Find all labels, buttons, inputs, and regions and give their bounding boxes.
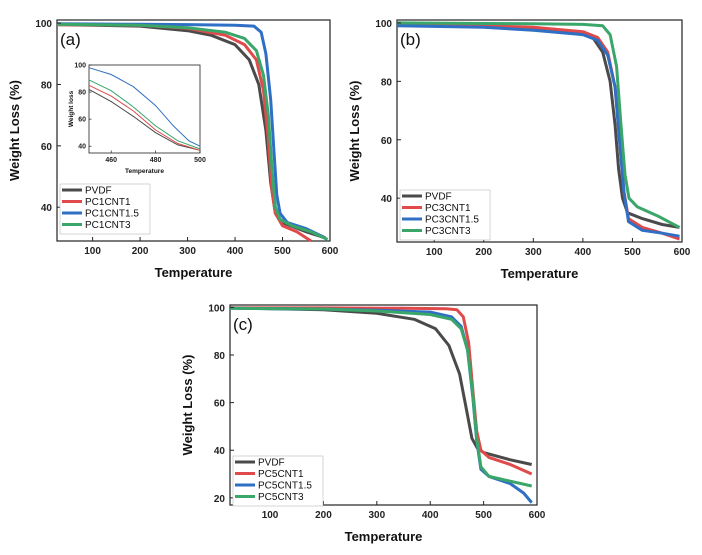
y-axis-label: Weight Loss (%): [7, 80, 22, 181]
inset-series-line: [88, 84, 201, 151]
y-tick-label: 40: [214, 446, 226, 457]
series-line-pvdf: [229, 306, 533, 466]
x-tick-label: 600: [322, 246, 339, 257]
y-tick-label: 40: [381, 194, 393, 205]
x-axis-label: Temperature: [345, 529, 423, 544]
y-tick-label: 60: [381, 136, 393, 147]
y-tick-label: 80: [214, 351, 226, 362]
x-tick-label: 600: [674, 247, 691, 258]
inset-x-tick-label: 500: [194, 157, 206, 164]
x-tick-label: 300: [179, 246, 196, 257]
x-tick-label: 400: [575, 247, 592, 258]
panel-label: (c): [233, 315, 253, 334]
inset-x-axis-label: Temperature: [125, 168, 164, 175]
y-tick-label: 20: [214, 494, 226, 505]
legend-label: PVDF: [258, 458, 285, 469]
series-line-pvdf: [56, 23, 326, 240]
x-tick-label: 200: [132, 246, 149, 257]
plot-frame: [56, 19, 331, 242]
panel-label: (b): [400, 30, 421, 49]
panel-label: (a): [60, 30, 81, 49]
inset-y-tick-label: 60: [78, 117, 86, 124]
legend-label: PC5CNT1: [258, 469, 304, 480]
series-line-pc5cnt1: [230, 306, 533, 476]
inset-chart: 460 480 500 40 60 80 100 Temperature Weight loss: [68, 63, 206, 176]
y-tick-label: 80: [41, 80, 53, 91]
y-tick-label: 100: [375, 19, 392, 30]
x-tick-label: 100: [262, 510, 279, 521]
series-line-pc1cnt3: [56, 22, 329, 241]
inset-background: [87, 63, 202, 155]
series-line-pc5cnt3: [229, 306, 533, 488]
y-tick-label: 40: [41, 203, 53, 214]
x-tick-label: 400: [227, 246, 244, 257]
inset-y-tick-label: 40: [78, 144, 86, 151]
legend-label: PC3CNT3: [425, 226, 471, 237]
legend-label: PC3CNT1.5: [425, 215, 479, 226]
legend-label: PC1CNT1.5: [85, 209, 139, 220]
y-tick-label: 100: [208, 303, 225, 314]
y-axis-label: Weight Loss (%): [180, 355, 195, 456]
inset-y-axis-label: Weight loss: [68, 90, 75, 127]
x-tick-label: 100: [84, 246, 101, 257]
x-axis-label: Temperature: [501, 266, 579, 281]
inset-series-line: [88, 88, 201, 151]
y-axis-label: Weight Loss (%): [347, 81, 362, 182]
legend-label: PC1CNT1: [85, 197, 131, 208]
legend-label: PVDF: [425, 192, 452, 203]
legend-label: PC5CNT1.5: [258, 481, 312, 492]
inset-y-tick-label: 80: [78, 90, 86, 97]
x-tick-label: 500: [624, 247, 641, 258]
x-tick-label: 300: [368, 510, 385, 521]
inset-y-tick-label: 100: [74, 63, 86, 70]
x-tick-label: 200: [475, 247, 492, 258]
legend-label: PVDF: [85, 186, 112, 197]
inset-x-tick-label: 460: [105, 157, 117, 164]
inset-x-tick-label: 480: [150, 157, 162, 164]
series-line-pc3cnt3: [396, 21, 681, 229]
chart-panel-a: 100 200 300 400 500 600 40 60 80 100 Temperature We…: [7, 19, 339, 280]
legend-label: PC1CNT3: [85, 220, 131, 231]
chart-panel-c: 100 200 300 400 500 600 20 40 60 80 100 Temperature…: [180, 303, 546, 544]
y-tick-label: 60: [41, 142, 53, 153]
series-line-pc3cnt1-5: [396, 24, 680, 238]
x-tick-label: 400: [422, 510, 439, 521]
plot-frame: [396, 19, 683, 243]
plot-frame: [229, 304, 538, 506]
legend-label: PC5CNT3: [258, 492, 304, 503]
x-axis-label: Temperature: [155, 265, 233, 280]
y-tick-label: 60: [214, 399, 226, 410]
inset-frame: [88, 64, 201, 154]
y-tick-label: 80: [381, 77, 393, 88]
y-tick-label: 100: [35, 19, 52, 30]
legend-label: PC3CNT1: [425, 203, 471, 214]
x-tick-label: 300: [525, 247, 542, 258]
chart-panel-b: 100 200 300 400 500 600 40 60 80 100 Temperature We…: [347, 19, 691, 281]
x-tick-label: 500: [274, 246, 291, 257]
x-tick-label: 600: [529, 510, 546, 521]
x-tick-label: 500: [475, 510, 492, 521]
inset-series-line: [88, 79, 201, 150]
x-tick-label: 100: [426, 247, 443, 258]
inset-series-line: [88, 67, 201, 147]
x-tick-label: 200: [315, 510, 332, 521]
